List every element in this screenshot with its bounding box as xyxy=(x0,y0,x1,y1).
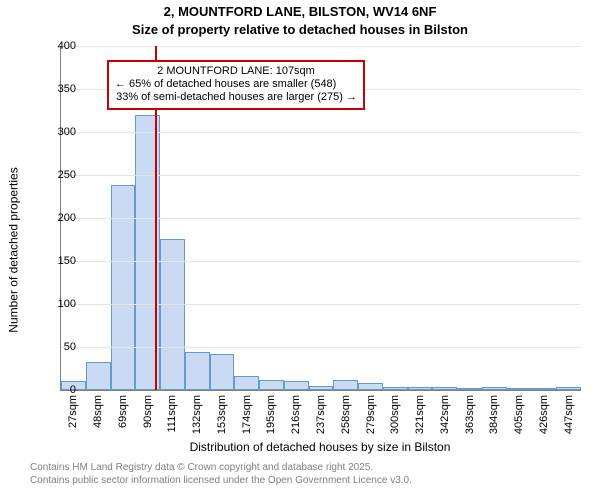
histogram-bar xyxy=(457,388,482,390)
gridline-h xyxy=(61,347,581,348)
histogram-bar xyxy=(507,388,532,390)
histogram-bar xyxy=(86,362,111,390)
y-tick-label: 150 xyxy=(46,255,76,267)
histogram-bar xyxy=(234,376,259,390)
y-tick-label: 400 xyxy=(46,40,76,52)
x-tick-label: 405sqm xyxy=(513,395,525,434)
y-axis-label-container: Number of detached properties xyxy=(6,0,22,500)
footnote-line1: Contains HM Land Registry data © Crown c… xyxy=(30,462,590,473)
y-tick-label: 200 xyxy=(46,212,76,224)
gridline-h xyxy=(61,132,581,133)
histogram-bar xyxy=(408,387,433,390)
x-tick-label: 153sqm xyxy=(216,395,228,434)
histogram-bar xyxy=(531,388,556,390)
x-tick-label: 447sqm xyxy=(563,395,575,434)
histogram-bar xyxy=(284,381,309,390)
histogram-bar xyxy=(309,386,334,390)
gridline-h xyxy=(61,261,581,262)
gridline-h xyxy=(61,175,581,176)
histogram-bar xyxy=(185,352,210,390)
chart-container: { "title_line1": "2, MOUNTFORD LANE, BIL… xyxy=(0,0,600,500)
gridline-h xyxy=(61,304,581,305)
x-tick-label: 363sqm xyxy=(464,395,476,434)
x-tick-label: 384sqm xyxy=(488,395,500,434)
y-tick-label: 350 xyxy=(46,83,76,95)
annotation-line: ← 65% of detached houses are smaller (54… xyxy=(115,78,357,91)
y-tick-label: 300 xyxy=(46,126,76,138)
histogram-bar xyxy=(383,387,408,390)
x-tick-label: 174sqm xyxy=(241,395,253,434)
x-tick-label: 300sqm xyxy=(389,395,401,434)
histogram-bar xyxy=(482,387,507,390)
histogram-bar xyxy=(333,380,358,390)
x-tick-label: 69sqm xyxy=(117,395,129,428)
histogram-bar xyxy=(111,185,136,390)
x-tick-label: 426sqm xyxy=(538,395,550,434)
annotation-box: 2 MOUNTFORD LANE: 107sqm← 65% of detache… xyxy=(107,60,365,110)
x-tick-label: 90sqm xyxy=(142,395,154,428)
histogram-bar xyxy=(432,387,457,390)
annotation-line: 33% of semi-detached houses are larger (… xyxy=(115,91,357,104)
chart-title-line2: Size of property relative to detached ho… xyxy=(0,22,600,37)
plot-area: 2 MOUNTFORD LANE: 107sqm← 65% of detache… xyxy=(60,46,581,391)
chart-title-line1: 2, MOUNTFORD LANE, BILSTON, WV14 6NF xyxy=(0,4,600,19)
x-tick-label: 237sqm xyxy=(315,395,327,434)
y-tick-label: 250 xyxy=(46,169,76,181)
x-tick-label: 279sqm xyxy=(365,395,377,434)
x-tick-label: 48sqm xyxy=(92,395,104,428)
x-tick-label: 111sqm xyxy=(166,395,178,433)
y-axis-label: Number of detached properties xyxy=(7,167,21,332)
gridline-h xyxy=(61,46,581,47)
annotation-line: 2 MOUNTFORD LANE: 107sqm xyxy=(115,65,357,78)
gridline-h xyxy=(61,218,581,219)
x-tick-label: 132sqm xyxy=(191,395,203,434)
x-axis-label: Distribution of detached houses by size … xyxy=(60,440,580,454)
x-tick-label: 195sqm xyxy=(265,395,277,434)
y-tick-label: 100 xyxy=(46,298,76,310)
histogram-bar xyxy=(259,380,284,390)
x-tick-label: 321sqm xyxy=(414,395,426,434)
x-tick-label: 216sqm xyxy=(290,395,302,434)
histogram-bar xyxy=(358,383,383,390)
y-tick-label: 50 xyxy=(46,341,76,353)
x-tick-label: 342sqm xyxy=(439,395,451,434)
histogram-bar xyxy=(210,354,235,390)
footnote-line2: Contains public sector information licen… xyxy=(30,475,590,486)
x-tick-label: 27sqm xyxy=(67,395,79,428)
x-tick-label: 258sqm xyxy=(340,395,352,434)
histogram-bar xyxy=(556,387,581,390)
